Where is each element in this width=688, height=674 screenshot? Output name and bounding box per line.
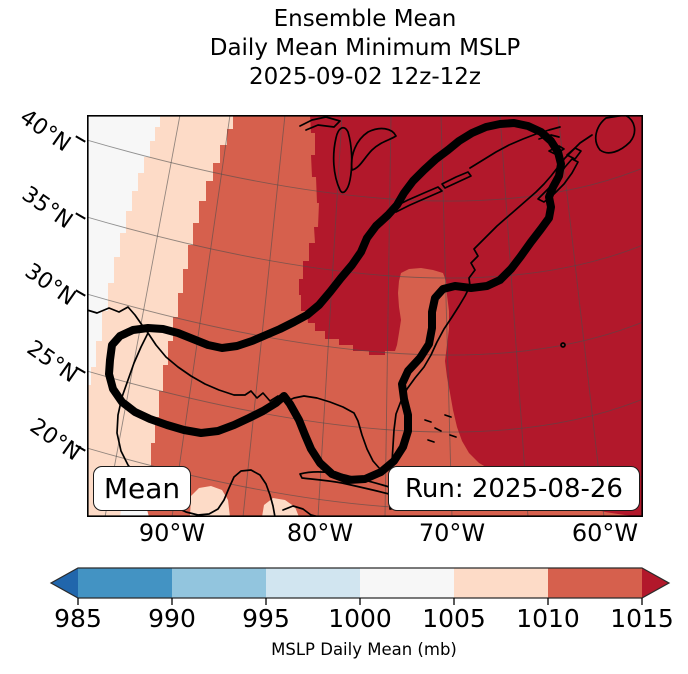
- meridian-90w: [171, 115, 231, 517]
- colorbar-tick-label-1015: 1015: [610, 604, 674, 633]
- meridian-85w: [242, 115, 286, 517]
- mean-label: Mean: [103, 472, 181, 505]
- title-line-3: 2025-09-02 12z-12z: [249, 64, 481, 90]
- coast-st-lawrence: [469, 126, 561, 169]
- parallel-30n: [87, 293, 643, 356]
- colorbar-tick-label-1005: 1005: [422, 604, 486, 633]
- meridian-70w: [440, 115, 453, 517]
- lake-michigan: [332, 126, 353, 194]
- lon-label-70w: 70°W: [418, 519, 486, 547]
- island-bermuda: [560, 342, 566, 348]
- lake-superior: [299, 116, 341, 131]
- colorbar-segment-1010-1015: [548, 568, 642, 598]
- run-box: Run: 2025-08-26: [388, 466, 640, 511]
- colorbar-tick-label-1010: 1010: [516, 604, 580, 633]
- mean-box: Mean: [93, 466, 191, 511]
- lake-huron: [350, 127, 397, 171]
- title-line-1: Ensemble Mean: [273, 6, 457, 32]
- colorbar-segment-995-1000: [266, 568, 360, 598]
- meridian-80w: [317, 115, 343, 517]
- lat-label-25n: 25°N: [22, 335, 82, 389]
- colorbar-title: MSLP Daily Mean (mb): [271, 640, 457, 659]
- coast-newfoundland: [594, 115, 636, 154]
- pressure-region-1000-1005: [87, 115, 160, 385]
- colorbar-segment-1005-1010: [454, 568, 548, 598]
- colorbar-segment-990-995: [172, 568, 266, 598]
- map-canvas: [87, 115, 643, 517]
- parallel-35n: [87, 216, 643, 279]
- colorbar-tick-label-985: 985: [54, 604, 102, 633]
- figure-title: Ensemble Mean Daily Mean Minimum MSLP 20…: [87, 5, 643, 92]
- colorbar-arrow-under: [51, 568, 78, 598]
- meridian-75w: [384, 115, 392, 517]
- meridian-65w: [499, 115, 529, 517]
- pressure-patch-yucatan-west: [190, 486, 230, 517]
- map-frame: [87, 115, 643, 517]
- lon-label-80w: 80°W: [286, 519, 354, 547]
- meridian-95w: [104, 115, 181, 517]
- lat-label-30n: 30°N: [20, 258, 80, 312]
- colorbar-tick-label-1000: 1000: [328, 604, 392, 633]
- lon-label-90w: 90°W: [138, 519, 206, 547]
- mslp-map: [87, 115, 643, 517]
- islands-bahamas: [424, 414, 457, 443]
- colorbar-arrow-over: [642, 568, 669, 598]
- lat-tick-40n: [75, 135, 86, 143]
- island-cape-breton: [566, 147, 582, 160]
- lake-ontario: [441, 171, 472, 189]
- title-line-2: Daily Mean Minimum MSLP: [209, 35, 521, 61]
- colorbar-segment-1000-1005: [360, 568, 454, 598]
- mslp-contour: [105, 119, 565, 484]
- lat-label-35n: 35°N: [17, 181, 77, 235]
- lat-label-40n: 40°N: [15, 104, 75, 158]
- run-label: Run: 2025-08-26: [405, 473, 623, 504]
- colorbar-segment-985-990: [78, 568, 172, 598]
- lat-label-20n: 20°N: [25, 413, 85, 467]
- colorbar-tick-label-990: 990: [148, 604, 196, 633]
- lake-erie: [391, 186, 443, 213]
- colorbar-tick-label-995: 995: [242, 604, 290, 633]
- colorbar: [49, 567, 671, 605]
- colorbar-ticks: [77, 598, 643, 605]
- lon-label-60w: 60°W: [571, 519, 639, 547]
